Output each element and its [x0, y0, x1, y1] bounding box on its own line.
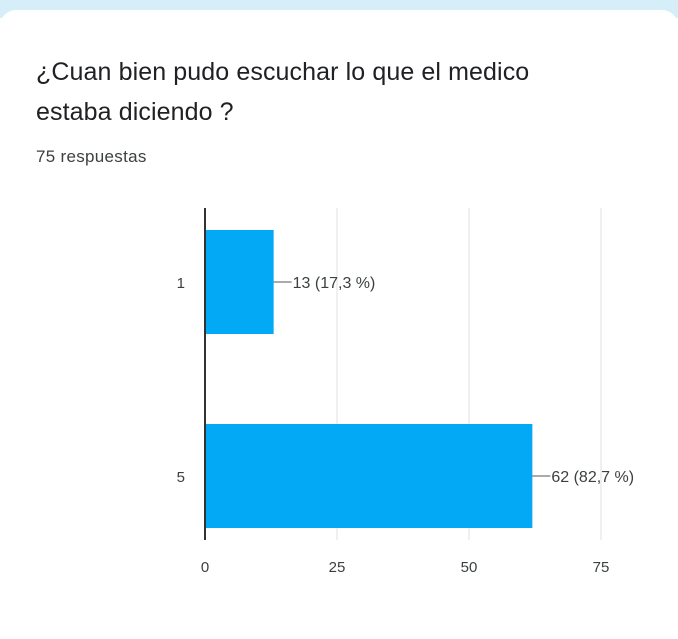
question-title-line-2: estaba diciendo ?: [36, 98, 234, 126]
x-tick-label: 50: [461, 559, 478, 576]
bar: [205, 230, 274, 334]
question-title: ¿Cuan bien pudo escuchar lo que el medic…: [36, 52, 636, 132]
data-label: 62 (82,7 %): [551, 469, 634, 486]
y-category-label: 1: [177, 275, 185, 292]
question-title-line-1: ¿Cuan bien pudo escuchar lo que el medic…: [36, 58, 530, 86]
x-tick-label: 25: [329, 559, 346, 576]
response-count: 75 respuestas: [36, 147, 147, 166]
data-label: 13 (17,3 %): [293, 275, 376, 292]
question-card: [0, 10, 678, 639]
x-tick-label: 75: [593, 559, 610, 576]
x-tick-label: 0: [201, 559, 209, 576]
bar: [205, 424, 533, 528]
y-category-label: 5: [177, 469, 185, 486]
